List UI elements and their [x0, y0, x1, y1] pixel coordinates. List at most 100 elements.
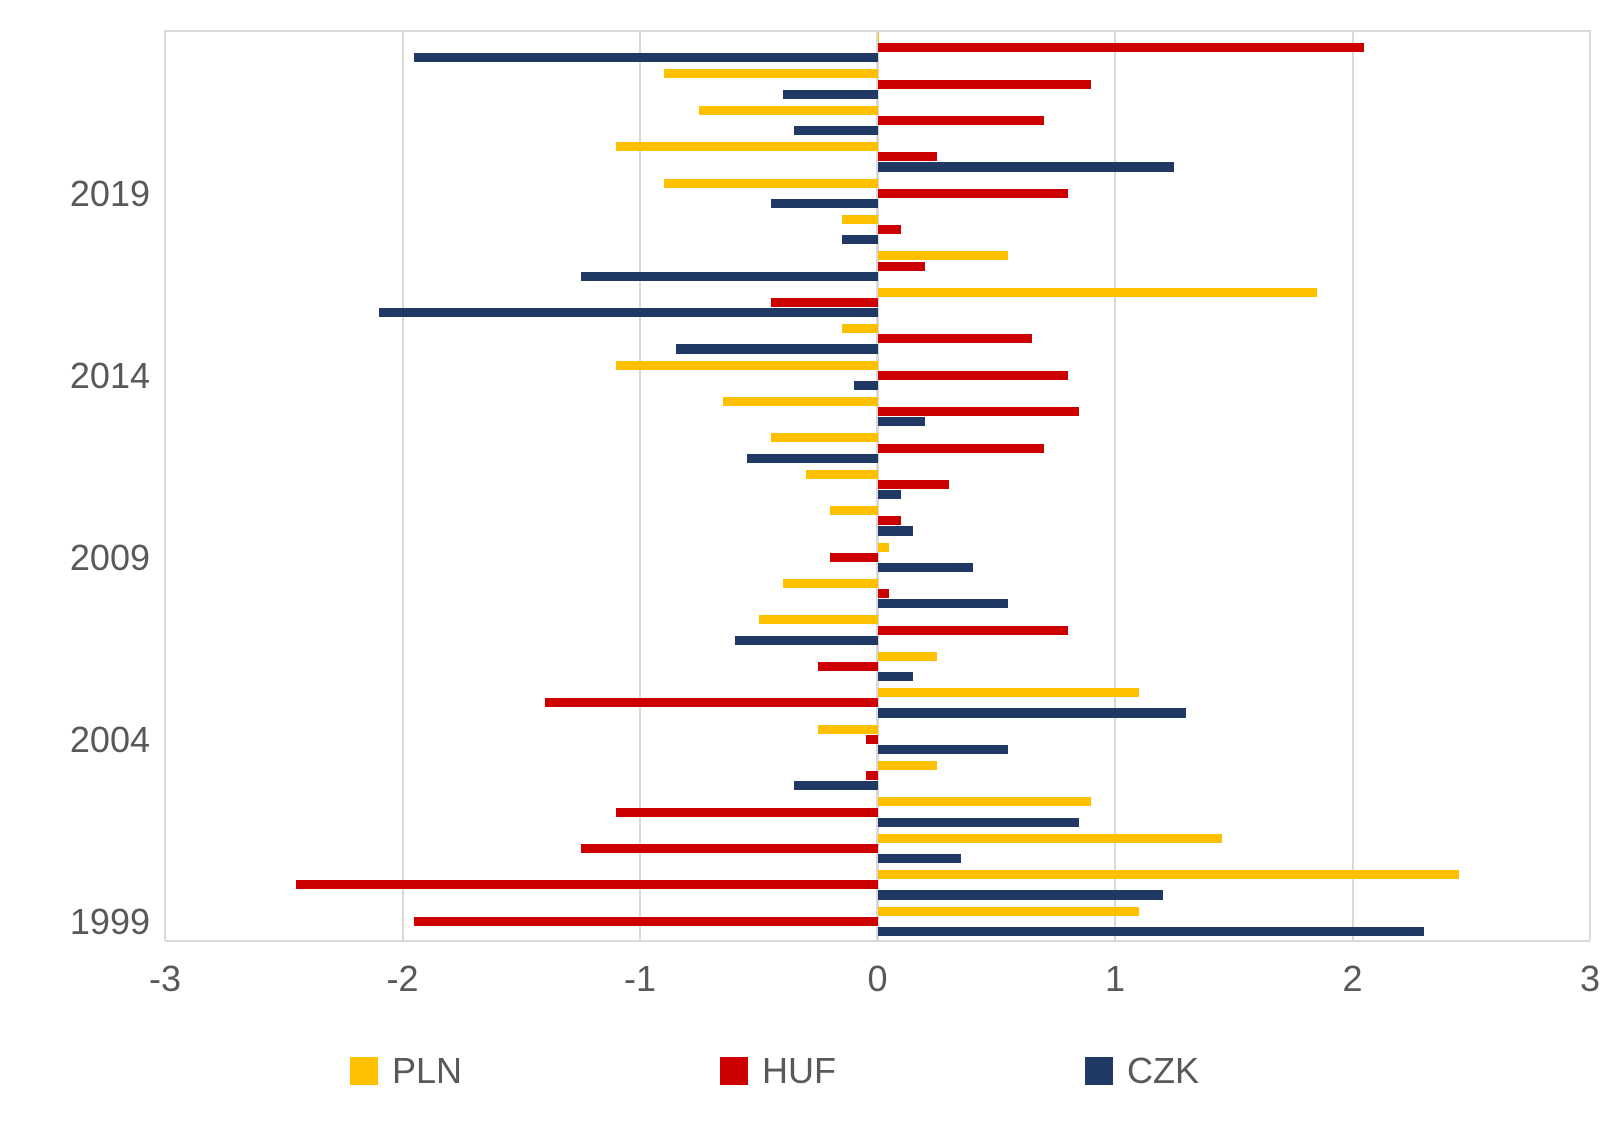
bar-huf [878, 516, 902, 525]
x-gridline [164, 30, 166, 940]
bar-czk [878, 162, 1175, 171]
bar-pln [616, 361, 877, 370]
bar-pln [664, 179, 878, 188]
bar-czk [878, 563, 973, 572]
legend-swatch [1085, 1057, 1113, 1085]
x-tick-label: -3 [149, 958, 181, 1000]
bar-pln [664, 69, 878, 78]
bar-huf [581, 844, 878, 853]
bar-huf [771, 298, 878, 307]
y-tick-label: 2009 [70, 537, 150, 579]
bar-pln [818, 725, 877, 734]
legend-item-huf: HUF [720, 1050, 836, 1092]
bar-huf [818, 662, 877, 671]
legend-item-pln: PLN [350, 1050, 462, 1092]
bar-pln [878, 288, 1317, 297]
bar-pln [842, 324, 878, 333]
bar-pln [830, 506, 878, 515]
bar-pln [878, 652, 937, 661]
bar-huf [545, 698, 878, 707]
x-tick-label: 1 [1105, 958, 1125, 1000]
bar-czk [794, 781, 877, 790]
x-tick-label: 2 [1342, 958, 1362, 1000]
y-tick-label: 2004 [70, 719, 150, 761]
bar-huf [866, 771, 878, 780]
bar-pln [806, 470, 877, 479]
bar-pln [842, 215, 878, 224]
bar-czk [771, 199, 878, 208]
x-gridline [639, 30, 641, 940]
bar-czk [878, 490, 902, 499]
bar-pln [878, 688, 1139, 697]
bar-czk [676, 344, 878, 353]
bar-czk [878, 526, 914, 535]
bar-huf [866, 735, 878, 744]
bar-huf [878, 262, 926, 271]
x-gridline [1352, 30, 1354, 940]
bar-huf [878, 334, 1032, 343]
bar-czk [878, 890, 1163, 899]
bar-pln [783, 579, 878, 588]
bar-pln [878, 834, 1222, 843]
bar-huf [878, 152, 937, 161]
currency-bar-chart: -3 -2 -1 0 1 2 3 1999 2004 2009 2014 2019 PLN HUF CZK [0, 0, 1623, 1125]
legend-label: PLN [392, 1050, 462, 1092]
bar-czk [878, 599, 1009, 608]
bar-pln [699, 106, 877, 115]
bar-huf [878, 480, 949, 489]
bar-czk [414, 53, 877, 62]
legend-swatch [350, 1057, 378, 1085]
bar-pln [878, 761, 937, 770]
bar-czk [878, 818, 1080, 827]
bar-huf [878, 116, 1044, 125]
y-tick-label: 1999 [70, 901, 150, 943]
bar-pln [878, 797, 1092, 806]
legend-item-czk: CZK [1085, 1050, 1199, 1092]
bar-czk [854, 381, 878, 390]
x-tick-label: -1 [624, 958, 656, 1000]
bar-pln [878, 251, 1009, 260]
bar-huf [878, 589, 890, 598]
bar-huf [878, 626, 1068, 635]
bar-huf [878, 371, 1068, 380]
bar-pln [723, 397, 877, 406]
bar-czk [878, 745, 1009, 754]
bar-czk [842, 235, 878, 244]
bar-czk [878, 854, 961, 863]
bar-huf [414, 917, 877, 926]
bar-huf [878, 444, 1044, 453]
bar-pln [759, 615, 878, 624]
bar-czk [878, 927, 1424, 936]
bar-huf [878, 43, 1365, 52]
y-tick-label: 2019 [70, 173, 150, 215]
bar-huf [878, 225, 902, 234]
bar-huf [878, 189, 1068, 198]
bar-czk [878, 708, 1187, 717]
legend-label: HUF [762, 1050, 836, 1092]
bar-czk [581, 272, 878, 281]
plot-border-bottom [165, 940, 1590, 942]
bar-czk [747, 454, 878, 463]
bar-huf [830, 553, 878, 562]
bar-pln [878, 33, 879, 42]
x-tick-label: 0 [867, 958, 887, 1000]
bar-czk [878, 672, 914, 681]
bar-pln [878, 870, 1460, 879]
legend-swatch [720, 1057, 748, 1085]
bar-huf [878, 407, 1080, 416]
legend-label: CZK [1127, 1050, 1199, 1092]
bar-pln [878, 907, 1139, 916]
x-tick-label: -2 [386, 958, 418, 1000]
x-tick-label: 3 [1580, 958, 1600, 1000]
bar-pln [878, 543, 890, 552]
bar-huf [878, 80, 1092, 89]
bar-pln [616, 142, 877, 151]
bar-czk [379, 308, 878, 317]
bar-czk [794, 126, 877, 135]
x-gridline [402, 30, 404, 940]
bar-czk [878, 417, 926, 426]
x-gridline [1589, 30, 1591, 940]
bar-czk [735, 636, 878, 645]
y-tick-label: 2014 [70, 355, 150, 397]
bar-pln [771, 433, 878, 442]
